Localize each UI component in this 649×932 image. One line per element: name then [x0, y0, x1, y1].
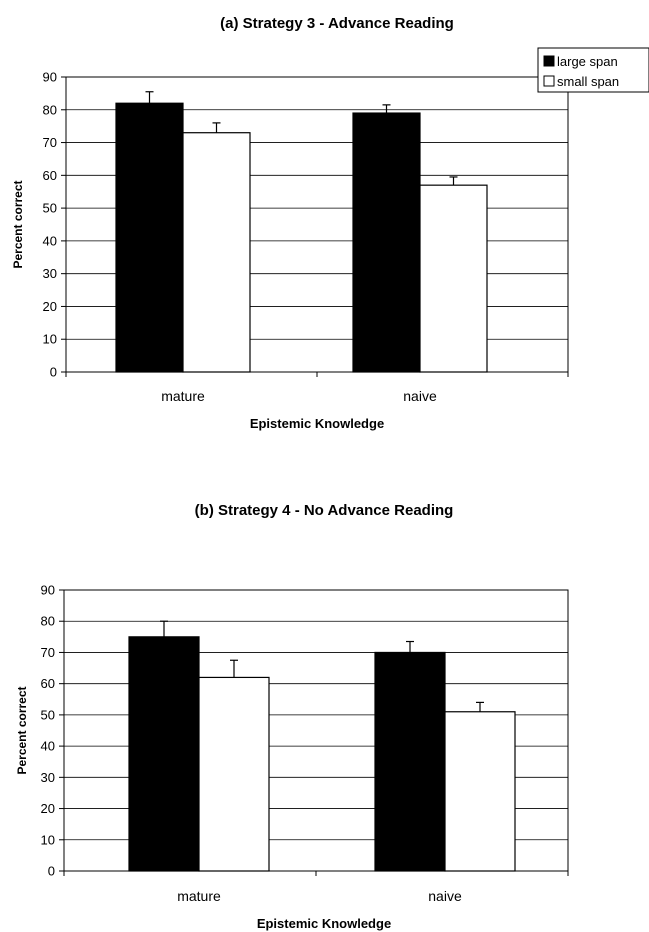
y-tick-label: 50 — [43, 201, 57, 216]
x-category-label: naive — [428, 888, 462, 904]
y-tick-label: 70 — [43, 135, 57, 150]
y-tick-label: 10 — [43, 332, 57, 347]
y-tick-label: 0 — [48, 864, 55, 879]
x-category-label: naive — [403, 388, 437, 404]
y-tick-label: 90 — [41, 583, 55, 598]
bar-large-span-mature — [128, 636, 200, 872]
bar-small-span-naive — [419, 184, 488, 373]
y-tick-label: 20 — [41, 801, 55, 816]
y-tick-label: 10 — [41, 832, 55, 847]
y-tick-label: 20 — [43, 299, 57, 314]
chart-title: (a) Strategy 3 - Advance Reading — [220, 15, 454, 32]
y-tick-label: 90 — [43, 70, 57, 85]
x-category-label: mature — [177, 888, 221, 904]
y-axis-label: Percent correct — [11, 180, 25, 268]
y-tick-label: 30 — [43, 266, 57, 281]
chart-b: (b) Strategy 4 - No Advance Reading 0 10 20… — [15, 502, 569, 931]
y-tick-label: 40 — [41, 739, 55, 754]
bar-small-span-mature — [198, 676, 270, 872]
bar-large-span-naive — [352, 112, 421, 373]
y-tick-label: 40 — [43, 233, 57, 248]
bar-large-span-naive — [374, 651, 446, 872]
y-tick-label: 30 — [41, 770, 55, 785]
legend-swatch — [543, 75, 555, 87]
legend-swatch — [543, 55, 555, 67]
legend-label: small span — [557, 74, 619, 89]
x-category-label: mature — [161, 388, 205, 404]
legend-label: large span — [557, 54, 618, 69]
y-tick-label: 60 — [43, 168, 57, 183]
y-tick-label: 80 — [43, 102, 57, 117]
bar-small-span-naive — [444, 711, 516, 872]
y-axis-label: Percent correct — [15, 686, 29, 774]
y-tick-label: 0 — [50, 365, 57, 380]
chart-title: (b) Strategy 4 - No Advance Reading — [195, 502, 454, 519]
bar-large-span-mature — [115, 102, 184, 373]
x-axis-label: Epistemic Knowledge — [250, 416, 384, 431]
y-tick-label: 60 — [41, 676, 55, 691]
legend-box — [537, 47, 649, 93]
y-tick-label: 80 — [41, 614, 55, 629]
x-axis-label: Epistemic Knowledge — [257, 916, 391, 931]
bar-small-span-mature — [182, 132, 251, 373]
y-tick-label: 50 — [41, 707, 55, 722]
chart-a: (a) Strategy 3 - Advance Reading 0 10 20 30 4… — [11, 15, 649, 431]
y-tick-label: 70 — [41, 645, 55, 660]
legend: large span small span — [537, 47, 649, 93]
